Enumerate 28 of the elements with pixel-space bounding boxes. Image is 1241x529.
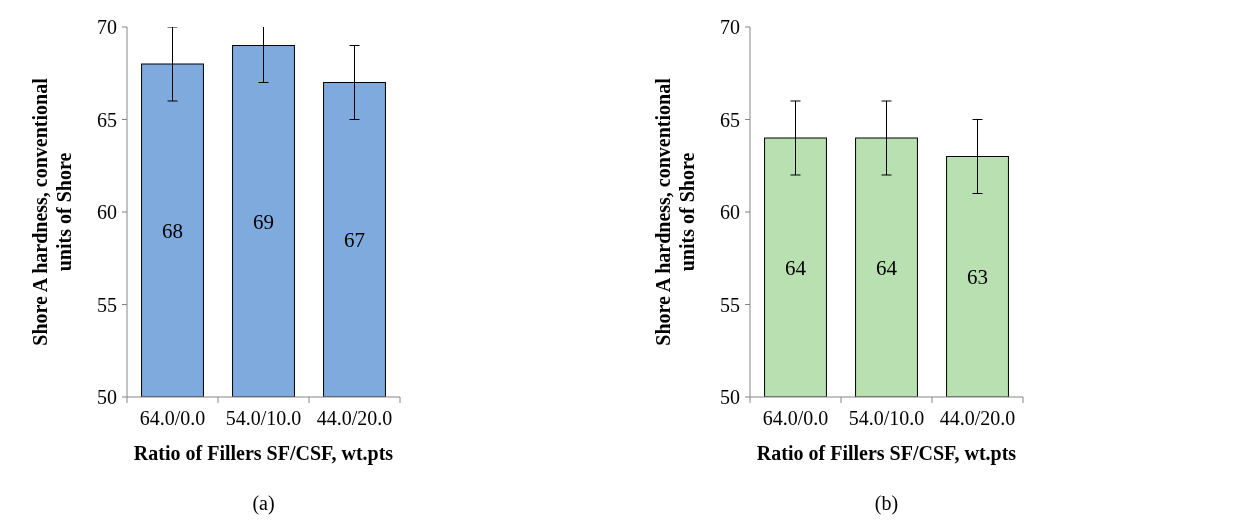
y-tick-label: 55 [97,293,117,316]
x-tick-label: 54.0/10.0 [225,407,302,429]
x-tick-label: 64.0/0.0 [139,407,206,429]
text: (b) [874,492,899,515]
x-axis-title: Ratio of Fillers SF/CSF, wt.pts [756,442,1017,465]
y-tick-label: 70 [97,16,117,38]
data-label: 63 [967,265,988,290]
y-tick-label: 60 [720,201,740,223]
y-tick-label: 50 [720,386,740,408]
text: (a) [252,492,275,515]
data-label: 69 [253,209,274,234]
y-tick-label: 50 [97,386,117,408]
data-label: 68 [162,218,183,243]
y-tick-label: 60 [97,201,117,223]
y-tick-label: 65 [720,108,740,131]
x-axis-title: Ratio of Fillers SF/CSF, wt.pts [133,442,394,465]
y-tick-label: 55 [720,293,740,316]
data-label: 64 [785,255,807,280]
x-tick-label: 44.0/20.0 [939,407,1016,429]
data-label: 64 [876,255,898,280]
x-tick-label: 64.0/0.0 [762,407,829,429]
data-label: 67 [344,228,365,253]
y-tick-label: 70 [720,16,740,38]
y-axis-title: Shore A hardness, conventional units of Shore [29,77,75,346]
x-tick-label: 44.0/20.0 [316,407,393,429]
y-tick-label: 65 [97,108,117,131]
y-axis-title: Shore A hardness, conventional units of Shore [652,77,698,346]
x-tick-label: 54.0/10.0 [848,407,925,429]
